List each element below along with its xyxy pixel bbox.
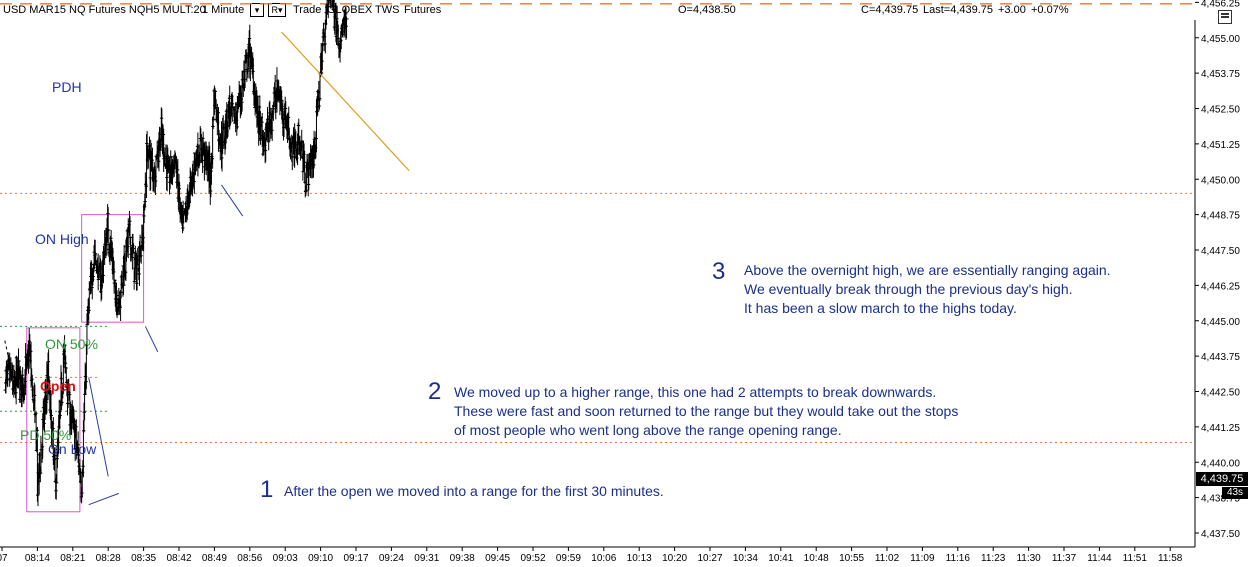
trend-line <box>281 31 410 172</box>
range-box <box>81 214 145 323</box>
last-readout: Last=4,439.75 <box>923 4 994 16</box>
x-tick-label: 10:48 <box>804 553 829 564</box>
y-tick-label: 4,437.50 <box>1201 529 1240 540</box>
x-tick-label: 10:06 <box>591 553 616 564</box>
platform-label: TWS <box>375 4 400 16</box>
x-tick-label: 08:35 <box>131 553 156 564</box>
y-tick-label: 4,440.00 <box>1201 458 1240 469</box>
collapse-button[interactable] <box>1218 10 1232 24</box>
x-tick-label: 09:17 <box>343 553 368 564</box>
x-tick-label: 11:16 <box>946 553 971 564</box>
annotation-pointer <box>88 377 109 477</box>
y-tick-label: 4,443.75 <box>1201 352 1240 363</box>
close-readout: C=4,439.75 <box>861 4 919 16</box>
x-tick-label: 11:02 <box>875 553 900 564</box>
bar-countdown: 43s <box>1222 487 1248 499</box>
x-tick-label: 08:56 <box>237 553 262 564</box>
y-tick-label: 4,445.00 <box>1201 317 1240 328</box>
level-label-on-50: ON 50% <box>45 336 98 352</box>
x-tick-label: 10:13 <box>627 553 652 564</box>
x-tick-label: 08:42 <box>166 553 191 564</box>
x-tick-label: 09:45 <box>485 553 510 564</box>
x-tick-label: 09:59 <box>556 553 581 564</box>
annotation-number: 2 <box>428 378 442 405</box>
x-tick-label: 11:09 <box>910 553 935 564</box>
annotation-line: It has been a slow march to the highs to… <box>744 300 1017 316</box>
annotation-line: These were fast and soon returned to the… <box>454 403 959 419</box>
y-tick-label: 4,451.25 <box>1201 140 1240 151</box>
open-readout: O=4,438.50 <box>678 4 736 16</box>
x-tick-label: 10:41 <box>768 553 793 564</box>
y-tick-label: 4,453.75 <box>1201 69 1240 80</box>
x-tick-label: 09:24 <box>379 553 404 564</box>
annotation-pointer <box>144 326 159 353</box>
exchange-label: GLOBEX <box>327 4 373 16</box>
chart-header: USD MAR15 NQ Futures NQH5 MULT:20 1 Minu… <box>0 0 1195 20</box>
y-tick-label: 4,448.75 <box>1201 211 1240 222</box>
x-tick-label: 10:55 <box>839 553 864 564</box>
annotation-line: After the open we moved into a range for… <box>284 483 664 499</box>
x-tick-label: 07 <box>0 553 8 564</box>
x-tick-label: 09:10 <box>308 553 333 564</box>
r-dropdown-button[interactable]: R▾ <box>268 3 286 17</box>
annotation-line: Above the overnight high, we are essenti… <box>744 262 1111 278</box>
change-pct-readout: +0.07% <box>1031 4 1069 16</box>
x-tick-label: 11:30 <box>1016 553 1041 564</box>
x-tick-label: 11:23 <box>981 553 1006 564</box>
x-tick-label: 11:58 <box>1158 553 1183 564</box>
x-tick-label: 08:49 <box>202 553 227 564</box>
trade-label: Trade <box>293 4 322 16</box>
y-tick-label: 4,441.25 <box>1201 423 1240 434</box>
y-tick-label: 4,456.25 <box>1201 0 1240 9</box>
annotation-line: of most people who went long above the r… <box>454 422 842 438</box>
level-label-pdh: PDH <box>52 79 82 95</box>
range-box <box>26 327 81 513</box>
last-price-tag: 4,439.75 <box>1196 472 1248 486</box>
type-label: Futures <box>404 4 442 16</box>
interval-dropdown-button[interactable]: ▾ <box>250 3 264 17</box>
level-label-on-high: ON High <box>35 231 89 247</box>
y-tick-label: 4,442.50 <box>1201 388 1240 399</box>
y-tick-label: 4,455.00 <box>1201 34 1240 45</box>
x-tick-label: 10:34 <box>733 553 758 564</box>
level-label-pd-50: PD 50% <box>20 427 72 443</box>
x-tick-label: 08:21 <box>60 553 85 564</box>
x-tick-label: 08:14 <box>25 553 50 564</box>
change-readout: +3.00 <box>998 4 1026 16</box>
annotation-number: 1 <box>260 476 274 503</box>
x-tick-label: 10:20 <box>662 553 687 564</box>
x-tick-label: 11:51 <box>1123 553 1148 564</box>
interval-label: 1 Minute <box>202 4 245 16</box>
annotation-line: We eventually break through the previous… <box>744 281 1073 297</box>
annotation-number: 3 <box>712 258 726 285</box>
y-tick-label: 4,446.25 <box>1201 281 1240 292</box>
x-tick-label: 11:37 <box>1052 553 1077 564</box>
x-tick-label: 08:28 <box>96 553 121 564</box>
annotation-line: We moved up to a higher range, this one … <box>454 384 937 400</box>
y-tick-label: 4,447.50 <box>1201 246 1240 257</box>
x-tick-label: 09:38 <box>450 553 475 564</box>
x-tick-label: 09:52 <box>520 553 545 564</box>
level-label-open: Open <box>40 378 76 394</box>
y-tick-label: 4,438.75 <box>1201 494 1240 505</box>
annotation-pointer <box>221 184 244 217</box>
x-tick-label: 09:31 <box>414 553 439 564</box>
y-tick-label: 4,450.00 <box>1201 175 1240 186</box>
instrument-label: USD MAR15 NQ Futures NQH5 MULT:20 <box>3 4 206 16</box>
x-tick-label: 11:44 <box>1087 553 1112 564</box>
x-tick-label: 10:27 <box>697 553 722 564</box>
annotation-pointer <box>88 492 119 506</box>
y-tick-label: 4,452.50 <box>1201 105 1240 116</box>
x-tick-label: 09:03 <box>273 553 298 564</box>
level-label-on-low: On Low <box>48 441 97 457</box>
